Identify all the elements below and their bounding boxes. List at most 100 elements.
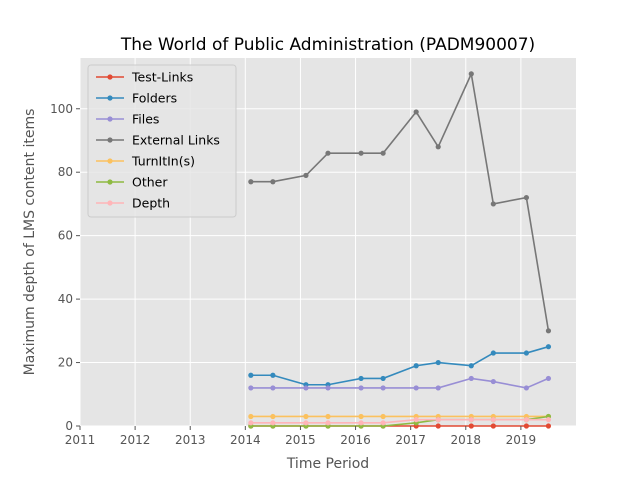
legend-label: Test-Links xyxy=(131,70,193,85)
legend-item-other: Other xyxy=(96,175,168,190)
x-axis-label: Time Period xyxy=(286,456,369,472)
series-files xyxy=(248,375,552,391)
data-point xyxy=(303,385,309,391)
x-tick-label: 2015 xyxy=(285,433,316,447)
data-point xyxy=(545,417,552,423)
series-depth xyxy=(248,417,552,426)
x-tick-label: 2018 xyxy=(451,433,482,447)
x-axis-ticks: 2011 2012 2013 2014 2015 2016 2017 2018 2019 xyxy=(65,426,536,447)
data-point xyxy=(523,417,530,423)
y-axis-ticks: 0 20 40 60 80 100 xyxy=(50,102,80,433)
legend-box xyxy=(87,64,237,218)
series-line xyxy=(250,71,550,331)
data-point xyxy=(435,417,441,423)
data-point xyxy=(435,144,441,150)
x-tick-label: 2017 xyxy=(395,433,426,447)
data-point xyxy=(303,420,309,426)
legend-swatch-marker xyxy=(107,137,113,143)
legend-item-files: Files xyxy=(96,112,159,127)
data-point xyxy=(380,420,386,426)
x-tick-label: 2014 xyxy=(230,433,261,447)
data-point xyxy=(248,413,254,420)
data-point xyxy=(468,375,474,382)
legend: Test-Links Folders Files External Links Turn… xyxy=(87,64,237,218)
data-point xyxy=(435,359,441,366)
legend-label: Depth xyxy=(132,196,170,211)
data-point xyxy=(325,385,331,391)
data-point xyxy=(303,172,309,178)
data-point xyxy=(490,423,496,429)
data-point xyxy=(380,413,386,420)
data-point xyxy=(325,150,331,156)
data-point xyxy=(325,413,331,420)
data-point xyxy=(358,413,364,420)
x-tick-label: 2013 xyxy=(175,433,206,447)
y-tick-label: 0 xyxy=(65,419,73,433)
series-line xyxy=(250,377,549,389)
legend-swatch-marker xyxy=(107,200,113,206)
legend-label: Files xyxy=(132,112,159,127)
data-point xyxy=(413,109,419,115)
legend-label: External Links xyxy=(132,133,220,148)
data-point xyxy=(545,375,552,382)
data-point xyxy=(468,417,474,423)
y-axis-label: Maximum depth of LMS content items xyxy=(22,109,38,376)
data-point xyxy=(435,423,441,429)
data-point xyxy=(468,423,474,429)
legend-swatch-marker xyxy=(107,116,113,122)
data-point xyxy=(523,350,530,356)
data-point xyxy=(270,179,276,185)
data-point xyxy=(248,385,254,391)
y-tick-label: 40 xyxy=(58,292,73,306)
data-point xyxy=(358,385,364,391)
x-tick-label: 2016 xyxy=(340,433,371,447)
legend-item-external-links: External Links xyxy=(96,133,220,148)
y-tick-label: 60 xyxy=(58,229,73,243)
data-point xyxy=(435,385,441,391)
data-point xyxy=(248,179,254,185)
data-point xyxy=(468,363,474,369)
y-tick-label: 80 xyxy=(58,165,73,179)
legend-swatch-marker xyxy=(107,158,113,164)
data-point xyxy=(545,423,552,429)
legend-swatch-marker xyxy=(107,179,113,185)
data-point xyxy=(545,344,552,350)
data-point xyxy=(270,385,276,391)
legend-swatch-marker xyxy=(107,95,113,101)
legend-item-turnitin-s: TurnItIn(s) xyxy=(96,154,195,169)
data-point xyxy=(523,194,530,201)
data-point xyxy=(413,417,419,423)
data-point xyxy=(380,150,386,156)
x-tick-label: 2011 xyxy=(65,433,96,447)
legend-label: Other xyxy=(132,175,168,190)
series-external-links xyxy=(248,71,552,334)
series-line xyxy=(250,345,549,386)
data-point xyxy=(325,420,331,426)
y-tick-label: 20 xyxy=(58,356,73,370)
legend-item-test-links: Test-Links xyxy=(96,70,193,85)
data-point xyxy=(490,378,496,385)
chart-title: The World of Public Administration (PADM… xyxy=(120,35,535,55)
data-point xyxy=(380,385,386,391)
legend-label: Folders xyxy=(132,91,177,106)
x-tick-label: 2019 xyxy=(506,433,537,447)
data-point xyxy=(413,363,419,369)
data-point xyxy=(490,417,496,423)
y-tick-label: 100 xyxy=(50,102,73,116)
legend-item-depth: Depth xyxy=(96,196,170,211)
data-point xyxy=(523,385,530,391)
data-point xyxy=(248,420,254,426)
legend-label: TurnItIn(s) xyxy=(131,154,195,169)
x-tick-label: 2012 xyxy=(120,433,151,447)
data-point xyxy=(545,328,552,334)
data-point xyxy=(413,385,419,391)
data-point xyxy=(358,150,364,156)
data-point xyxy=(270,372,276,378)
legend-swatch-marker xyxy=(107,74,113,80)
data-point xyxy=(490,201,496,207)
data-point xyxy=(270,420,276,426)
data-point xyxy=(303,413,309,420)
series-line xyxy=(250,418,549,424)
data-point xyxy=(270,413,276,420)
